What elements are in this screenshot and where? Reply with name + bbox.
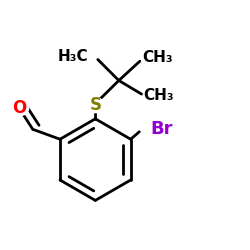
- Text: S: S: [89, 96, 101, 114]
- Text: CH₃: CH₃: [144, 88, 174, 103]
- Ellipse shape: [86, 98, 105, 113]
- Ellipse shape: [10, 101, 29, 116]
- Text: O: O: [12, 99, 26, 117]
- Text: CH₃: CH₃: [142, 50, 172, 65]
- Text: H₃C: H₃C: [58, 49, 88, 64]
- Text: Br: Br: [150, 120, 172, 138]
